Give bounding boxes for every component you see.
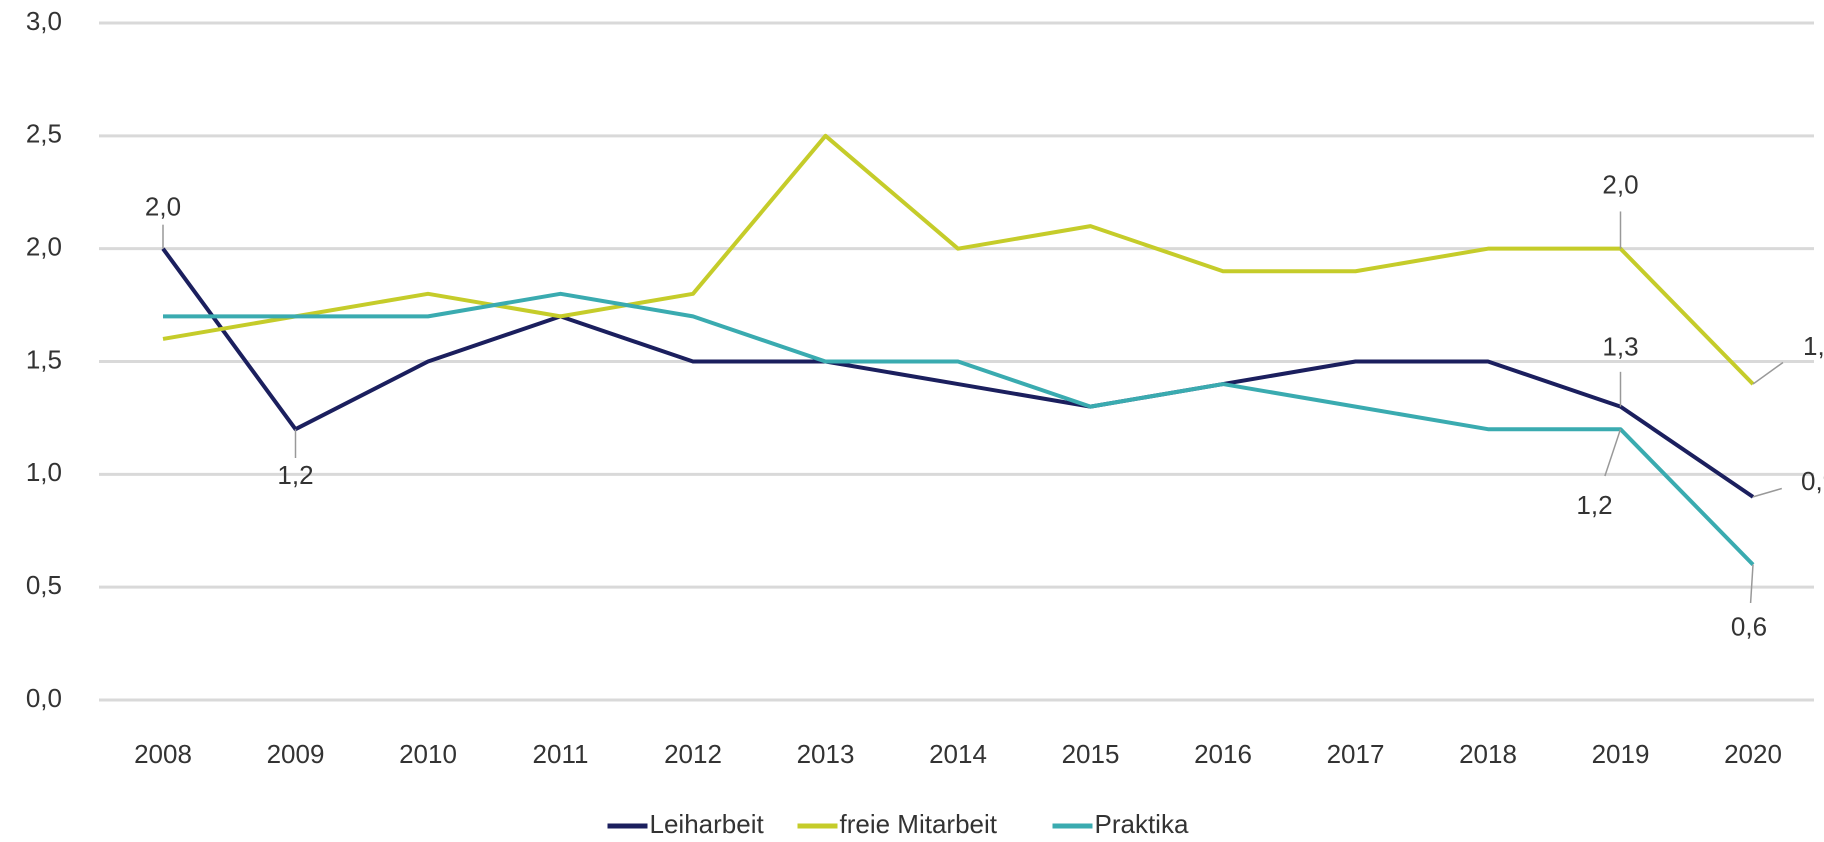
- series-line: [163, 291, 1755, 566]
- y-tick-label: 0,0: [26, 683, 62, 713]
- leader-line: [1752, 361, 1784, 385]
- y-tick-label: 1,0: [26, 457, 62, 487]
- data-label: 1,2: [1576, 490, 1612, 520]
- data-label: 1,2: [277, 460, 313, 490]
- series-line: [162, 133, 1755, 386]
- x-tick-label: 2011: [533, 739, 589, 769]
- x-tick-label: 2019: [1592, 739, 1650, 769]
- data-label: 2,0: [145, 192, 181, 222]
- x-tick-label: 2014: [929, 739, 987, 769]
- legend-label: Praktika: [1095, 809, 1189, 839]
- x-tick-label: 2010: [399, 739, 457, 769]
- x-tick-label: 2015: [1062, 739, 1120, 769]
- data-label: 2,0: [1602, 170, 1638, 200]
- data-label: 0,9: [1801, 466, 1824, 496]
- x-tick-label: 2017: [1327, 739, 1385, 769]
- data-label: 1,3: [1602, 332, 1638, 362]
- leader-line: [1752, 487, 1783, 498]
- legend-label: freie Mitarbeit: [840, 809, 998, 839]
- x-tick-label: 2012: [664, 739, 722, 769]
- series-line: [161, 247, 1755, 499]
- x-tick-label: 2016: [1194, 739, 1252, 769]
- x-tick-label: 2013: [797, 739, 855, 769]
- y-tick-label: 0,5: [26, 570, 62, 600]
- y-tick-label: 3,0: [26, 6, 62, 36]
- y-tick-label: 2,0: [26, 232, 62, 262]
- leader-line: [1604, 428, 1622, 477]
- data-label: 0,6: [1731, 611, 1767, 641]
- leader-line: [1749, 564, 1754, 604]
- x-tick-label: 2018: [1459, 739, 1517, 769]
- x-tick-label: 2008: [134, 739, 192, 769]
- legend-label: Leiharbeit: [650, 809, 765, 839]
- x-tick-label: 2020: [1724, 739, 1782, 769]
- x-tick-label: 2009: [267, 739, 325, 769]
- y-tick-label: 2,5: [26, 119, 62, 149]
- data-label: 1,4: [1803, 331, 1824, 361]
- y-tick-label: 1,5: [26, 344, 62, 374]
